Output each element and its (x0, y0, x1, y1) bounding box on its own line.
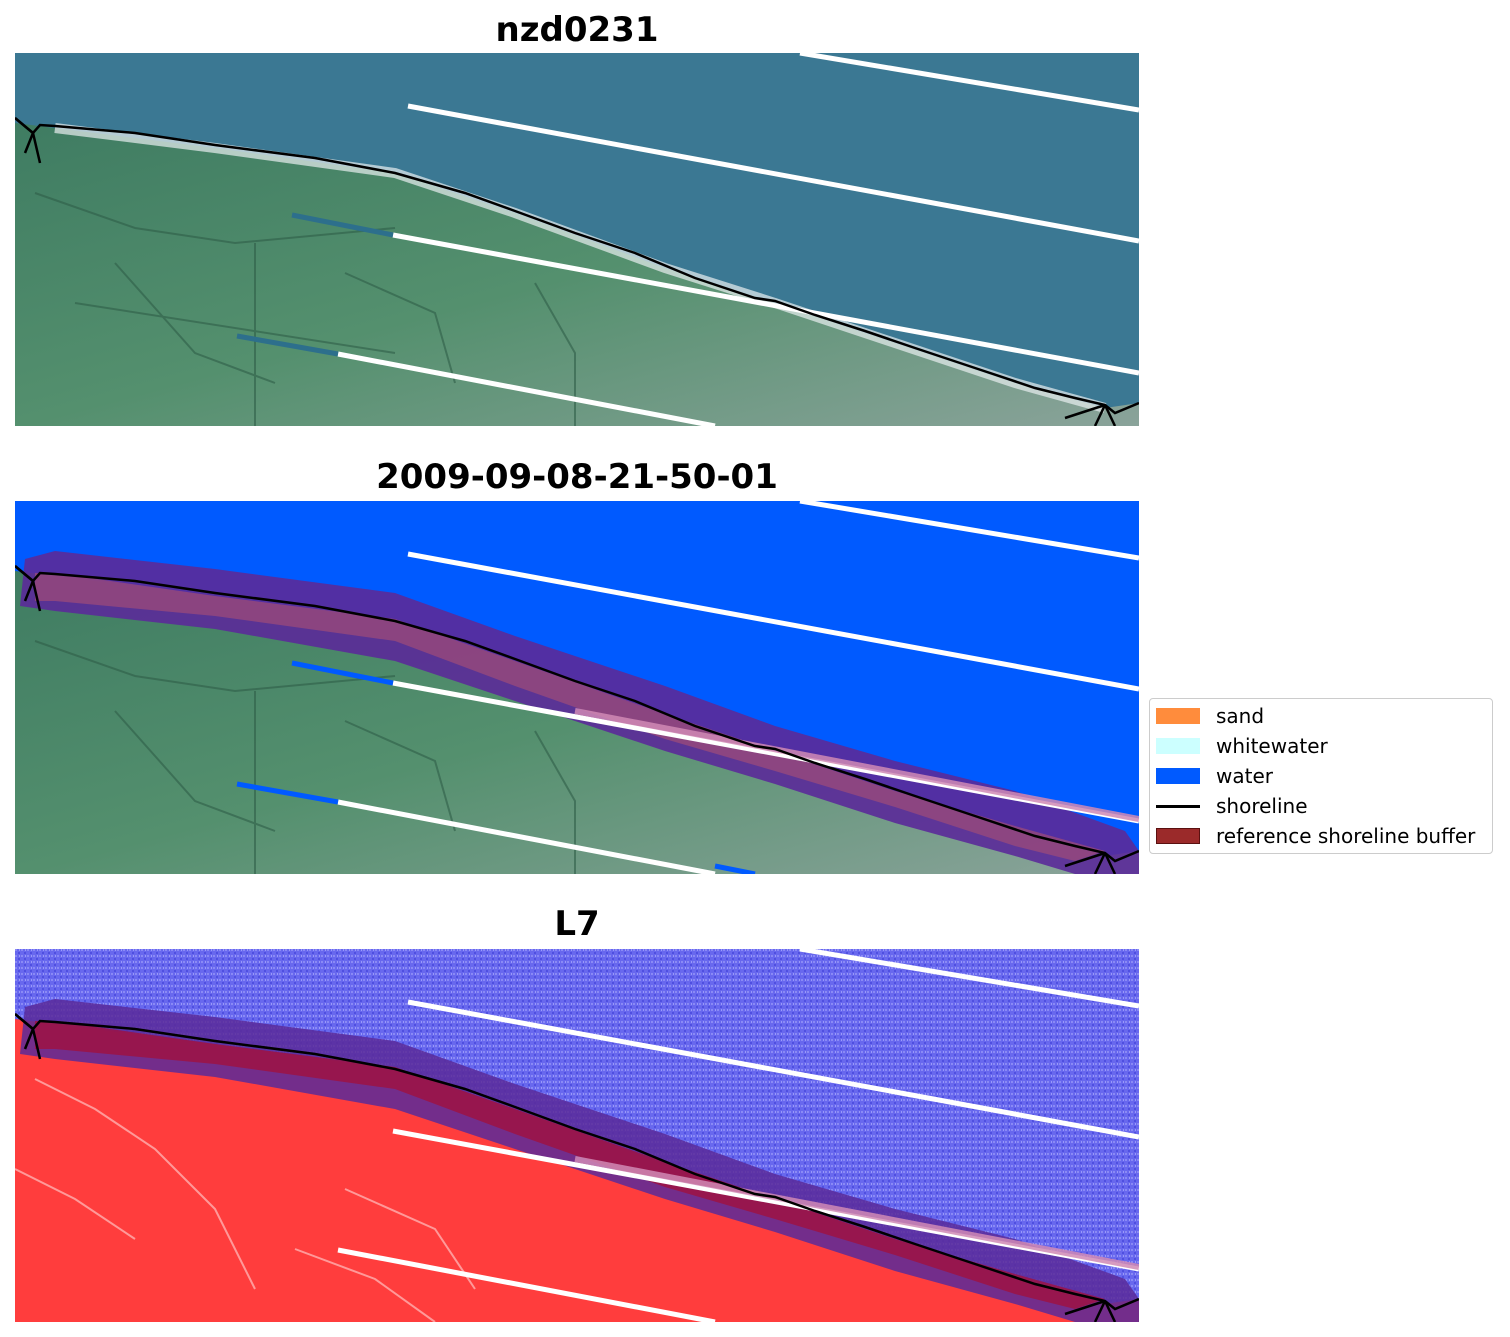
rgb-image-panel (15, 53, 1139, 426)
buffer-swatch (1156, 828, 1200, 844)
scanline-gaps (337, 53, 1139, 426)
shoreline (15, 117, 1139, 415)
panel-title-date: 2009-09-08-21-50-01 (376, 457, 778, 497)
panel-title-rgb: nzd0231 (495, 10, 659, 50)
shoreline (15, 1013, 1139, 1311)
legend: sand whitewater water shoreline referenc… (1149, 698, 1493, 854)
shoreline (15, 565, 1139, 863)
beach-surf (54, 123, 1107, 413)
legend-item-buffer: reference shoreline buffer (1156, 824, 1492, 848)
classified-image-panel (15, 501, 1139, 874)
mndwi-image-panel (15, 949, 1139, 1322)
legend-item-whitewater: whitewater (1156, 734, 1492, 758)
shoreline-line-swatch (1156, 805, 1200, 808)
shoreline-branches (15, 117, 1117, 426)
legend-item-sand: sand (1156, 704, 1492, 728)
sand-swatch (1156, 708, 1200, 724)
buffer-land-overlap (35, 573, 1105, 861)
legend-item-shoreline: shoreline (1156, 794, 1492, 818)
legend-item-water: water (1156, 764, 1492, 788)
whitewater-swatch (1156, 738, 1200, 754)
water-swatch (1156, 768, 1200, 784)
land-area (15, 123, 1139, 426)
field-lines (34, 192, 576, 426)
panel-title-satellite: L7 (554, 904, 600, 944)
